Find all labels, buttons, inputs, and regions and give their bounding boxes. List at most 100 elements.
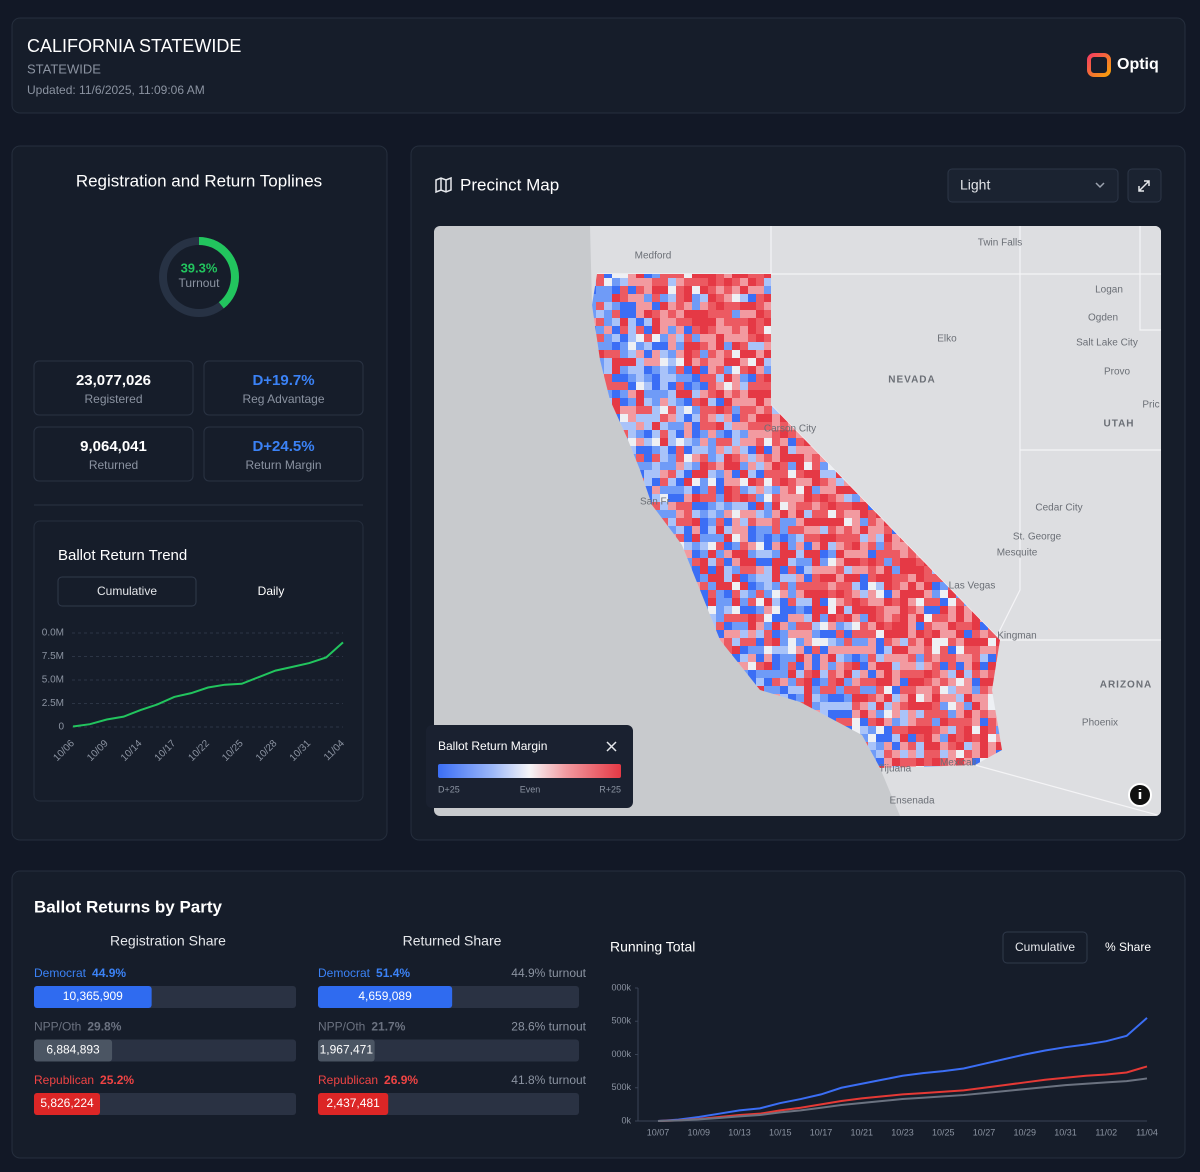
precinct: [756, 510, 764, 518]
precinct: [740, 646, 748, 654]
precinct: [764, 518, 772, 526]
legend-title: Ballot Return Margin: [438, 739, 547, 753]
x-tick-label: 10/07: [647, 1127, 670, 1137]
tab[interactable]: [1002, 931, 1088, 964]
map-label: Phoenix: [1082, 718, 1118, 729]
precinct: [844, 598, 852, 606]
precinct: [668, 286, 676, 294]
precinct: [876, 606, 884, 614]
precinct: [684, 478, 692, 486]
precinct: [708, 374, 716, 382]
precinct: [716, 614, 724, 622]
precinct: [732, 278, 740, 286]
precinct: [732, 350, 740, 358]
precinct: [852, 670, 860, 678]
precinct: [740, 574, 748, 582]
precinct: [908, 630, 916, 638]
precinct: [716, 598, 724, 606]
precinct: [748, 646, 756, 654]
precinct: [884, 630, 892, 638]
precinct: [892, 590, 900, 598]
running-title: Running Total: [610, 939, 695, 955]
precinct: [756, 630, 764, 638]
precinct: [844, 614, 852, 622]
precinct: [636, 406, 644, 414]
tab-label[interactable]: Daily: [258, 584, 285, 598]
precinct: [700, 550, 708, 558]
precinct: [820, 694, 828, 702]
precinct: [716, 510, 724, 518]
precinct: [860, 710, 868, 718]
precinct: [900, 686, 908, 694]
precinct: [660, 302, 668, 310]
precinct: [724, 326, 732, 334]
precinct: [756, 318, 764, 326]
precinct: [868, 542, 876, 550]
tab[interactable]: [57, 576, 197, 607]
precinct: [764, 478, 772, 486]
precinct: [676, 358, 684, 366]
bar-count: 6,884,893: [46, 1043, 100, 1057]
precinct: [772, 470, 780, 478]
precinct: [820, 598, 828, 606]
precinct: [780, 630, 788, 638]
y-tick-label: 5.0M: [42, 675, 64, 686]
precinct: [900, 670, 908, 678]
precinct: [716, 326, 724, 334]
legend-min: D+25: [438, 784, 460, 794]
precinct: [940, 654, 948, 662]
precinct: [828, 646, 836, 654]
precinct: [900, 542, 908, 550]
precinct: [652, 438, 660, 446]
precinct: [716, 550, 724, 558]
tab-label[interactable]: Cumulative: [97, 584, 157, 598]
precinct: [836, 710, 844, 718]
precinct: [684, 438, 692, 446]
precinct: [660, 310, 668, 318]
precinct: [700, 590, 708, 598]
precinct: [764, 382, 772, 390]
precinct: [692, 366, 700, 374]
precinct: [796, 582, 804, 590]
precinct: [804, 678, 812, 686]
precinct: [900, 742, 908, 750]
precinct: [724, 582, 732, 590]
precinct: [788, 598, 796, 606]
precinct: [724, 550, 732, 558]
precinct: [700, 414, 708, 422]
x-tick-label: 10/25: [932, 1127, 955, 1137]
precinct: [828, 542, 836, 550]
style-value[interactable]: Light: [960, 177, 990, 193]
precinct: [724, 358, 732, 366]
precinct: [852, 558, 860, 566]
precinct: [756, 470, 764, 478]
precinct: [748, 670, 756, 678]
precinct: [684, 278, 692, 286]
precinct: [804, 550, 812, 558]
tab-label[interactable]: Cumulative: [1015, 940, 1075, 954]
precinct: [900, 718, 908, 726]
precinct: [780, 598, 788, 606]
precinct: [972, 742, 980, 750]
close-icon[interactable]: [606, 741, 617, 752]
precinct: [748, 318, 756, 326]
precinct: [756, 622, 764, 630]
precinct: [836, 662, 844, 670]
turnout-label: 44.9% turnout: [511, 966, 586, 980]
precinct: [684, 390, 692, 398]
precinct: [628, 446, 636, 454]
precinct: [876, 558, 884, 566]
precinct: [916, 750, 924, 758]
precinct: [764, 582, 772, 590]
tab-label[interactable]: % Share: [1105, 940, 1151, 954]
style-select[interactable]: [947, 168, 1119, 203]
stat-label: Reg Advantage: [242, 392, 324, 406]
precinct: [732, 478, 740, 486]
precinct: [804, 598, 812, 606]
precinct: [652, 422, 660, 430]
precinct: [724, 382, 732, 390]
chevron: [1095, 182, 1105, 189]
map-label: UTAH: [1103, 419, 1134, 430]
precinct: [884, 606, 892, 614]
precinct: [660, 358, 668, 366]
